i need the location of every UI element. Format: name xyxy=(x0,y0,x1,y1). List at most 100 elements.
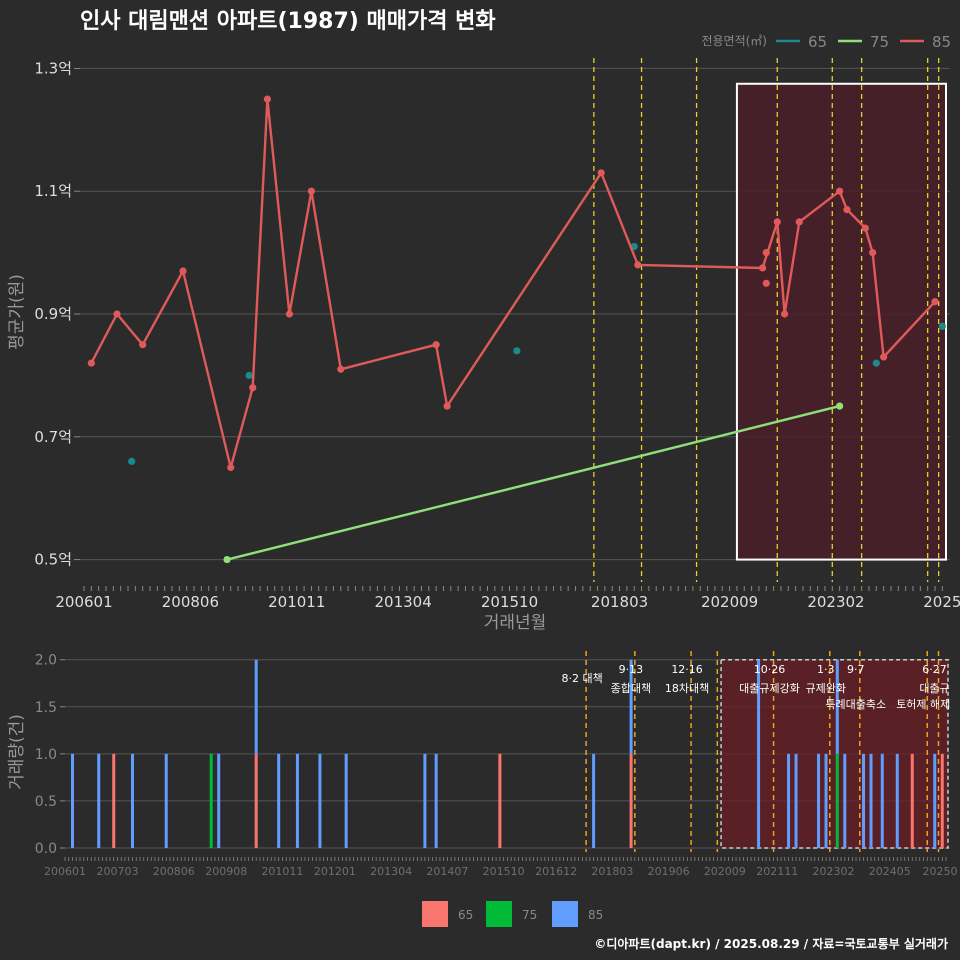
volume-bar-65 xyxy=(112,753,116,848)
data-point-85 xyxy=(634,261,642,269)
volume-bar-85 xyxy=(434,753,438,848)
data-point-85 xyxy=(432,341,440,349)
legend-title: 전용면적(㎡) xyxy=(701,34,767,48)
volume-legend-label-65: 65 xyxy=(458,908,473,922)
policy-date: 1·3 xyxy=(817,663,835,676)
data-point-85 xyxy=(113,310,121,318)
data-point-85 xyxy=(861,224,869,232)
volume-bar-85 xyxy=(794,753,798,848)
policy-label: 대출규 xyxy=(919,682,949,695)
x-axis-label: 거래년월 xyxy=(484,613,547,633)
volume-bar-85 xyxy=(869,753,873,848)
recent-period-highlight xyxy=(735,82,947,561)
volume-bar-85 xyxy=(933,753,937,848)
volume-bar-85 xyxy=(277,753,281,848)
bottom-axes: 0.0 0.5 1.0 1.5 2.0 200601 200703 200806 200908 2… xyxy=(35,653,958,878)
y-tick-label: 1.1억 xyxy=(34,182,72,200)
policy-date: 12·16 xyxy=(671,663,703,676)
y-tick-label: 1.3억 xyxy=(34,59,72,77)
data-point-75 xyxy=(836,402,844,410)
volume-legend-key-85 xyxy=(552,901,578,927)
data-point-85 xyxy=(307,187,316,195)
data-point-85 xyxy=(285,310,294,318)
data-point-85 xyxy=(762,279,770,287)
volume-bar-85 xyxy=(824,753,828,848)
volume-y-tick-label: 1.0 xyxy=(35,747,57,763)
policy-label: 대출규제강화 xyxy=(739,682,800,695)
volume-bar-65 xyxy=(254,753,258,848)
volume-x-tick-label: 200806 xyxy=(153,865,195,878)
data-point-85 xyxy=(836,187,844,195)
volume-bar-85 xyxy=(880,753,884,848)
policy-date: 6·27 xyxy=(922,663,947,676)
data-point-85 xyxy=(87,359,95,367)
x-tick-label: 201803 xyxy=(591,593,648,611)
volume-bar-65 xyxy=(910,753,914,848)
data-point-85 xyxy=(758,264,767,272)
volume-x-tick-label: 201407 xyxy=(426,865,468,878)
volume-bar-85 xyxy=(629,659,633,754)
top-policy-lines xyxy=(593,58,940,582)
volume-y-tick-label: 1.5 xyxy=(35,700,57,716)
volume-bar-65 xyxy=(940,753,944,848)
policy-date: 9·7 xyxy=(847,663,865,676)
data-point-65 xyxy=(513,347,521,355)
volume-legend-key-75 xyxy=(486,901,512,927)
bottom-policy-lines: 8·2 대책 9·13 종합대책 12·16 18차대책 10·26 대출규제강화 1·3 규제… xyxy=(561,651,950,852)
volume-x-tick-label: 201011 xyxy=(261,865,303,878)
data-point-85 xyxy=(179,267,187,275)
volume-bar-85 xyxy=(895,753,899,848)
y-tick-label: 0.5억 xyxy=(34,551,72,569)
volume-y-tick-label: 0.0 xyxy=(35,841,57,857)
policy-label: 8·2 대책 xyxy=(561,672,602,685)
volume-bar-85 xyxy=(318,753,322,848)
y-tick-label: 0.7억 xyxy=(34,428,72,446)
legend-label-65: 65 xyxy=(808,33,827,51)
data-point-85 xyxy=(795,218,803,226)
volume-bar-85 xyxy=(344,753,348,848)
x-tick-label: 201304 xyxy=(374,593,431,611)
volume-legend-key-65 xyxy=(422,901,448,927)
volume-bar-85 xyxy=(817,753,821,848)
policy-label: 종합대책 xyxy=(611,682,651,695)
volume-x-tick-label: 200601 xyxy=(44,865,86,878)
policy-label: 규제완화 xyxy=(806,682,846,695)
data-point-85 xyxy=(843,206,851,214)
volume-bar-85 xyxy=(97,753,101,848)
volume-bar-75 xyxy=(209,753,213,848)
data-point-85 xyxy=(337,365,345,373)
data-point-65 xyxy=(128,457,136,465)
policy-label: 특례대출축소 xyxy=(825,698,886,711)
legend-label-85: 85 xyxy=(932,33,951,51)
series-line-85 xyxy=(90,97,936,469)
volume-x-tick-label: 202302 xyxy=(813,865,855,878)
data-point-85 xyxy=(443,402,451,410)
data-point-85 xyxy=(139,341,147,349)
volume-legend-label-75: 75 xyxy=(522,908,537,922)
volume-bar-85 xyxy=(592,753,596,848)
policy-date: 10·26 xyxy=(754,663,786,676)
volume-bar-85 xyxy=(164,753,168,848)
volume-bar-85 xyxy=(787,753,791,848)
data-point-85 xyxy=(931,298,939,306)
volume-y-tick-label: 2.0 xyxy=(35,653,57,669)
x-tick-label: 200601 xyxy=(55,593,112,611)
volume-x-tick-label: 201612 xyxy=(535,865,577,878)
volume-x-tick-label: 201803 xyxy=(591,865,633,878)
volume-axis-label: 거래량(건) xyxy=(7,714,27,790)
volume-x-tick-label: 201201 xyxy=(314,865,356,878)
data-point-65 xyxy=(872,359,880,367)
volume-bar-85 xyxy=(835,659,839,754)
volume-x-tick-label: 201304 xyxy=(370,865,412,878)
data-point-85 xyxy=(773,218,781,226)
data-point-85 xyxy=(880,353,888,361)
legend-label-75: 75 xyxy=(870,33,889,51)
volume-legend-label-85: 85 xyxy=(588,908,603,922)
x-tick-label: 202009 xyxy=(701,593,758,611)
volume-x-tick-label: 200908 xyxy=(205,865,247,878)
volume-x-tick-label: 200703 xyxy=(96,865,138,878)
volume-bar-85 xyxy=(423,753,427,848)
volume-bar-65 xyxy=(629,753,633,848)
volume-bar-65 xyxy=(498,753,502,848)
